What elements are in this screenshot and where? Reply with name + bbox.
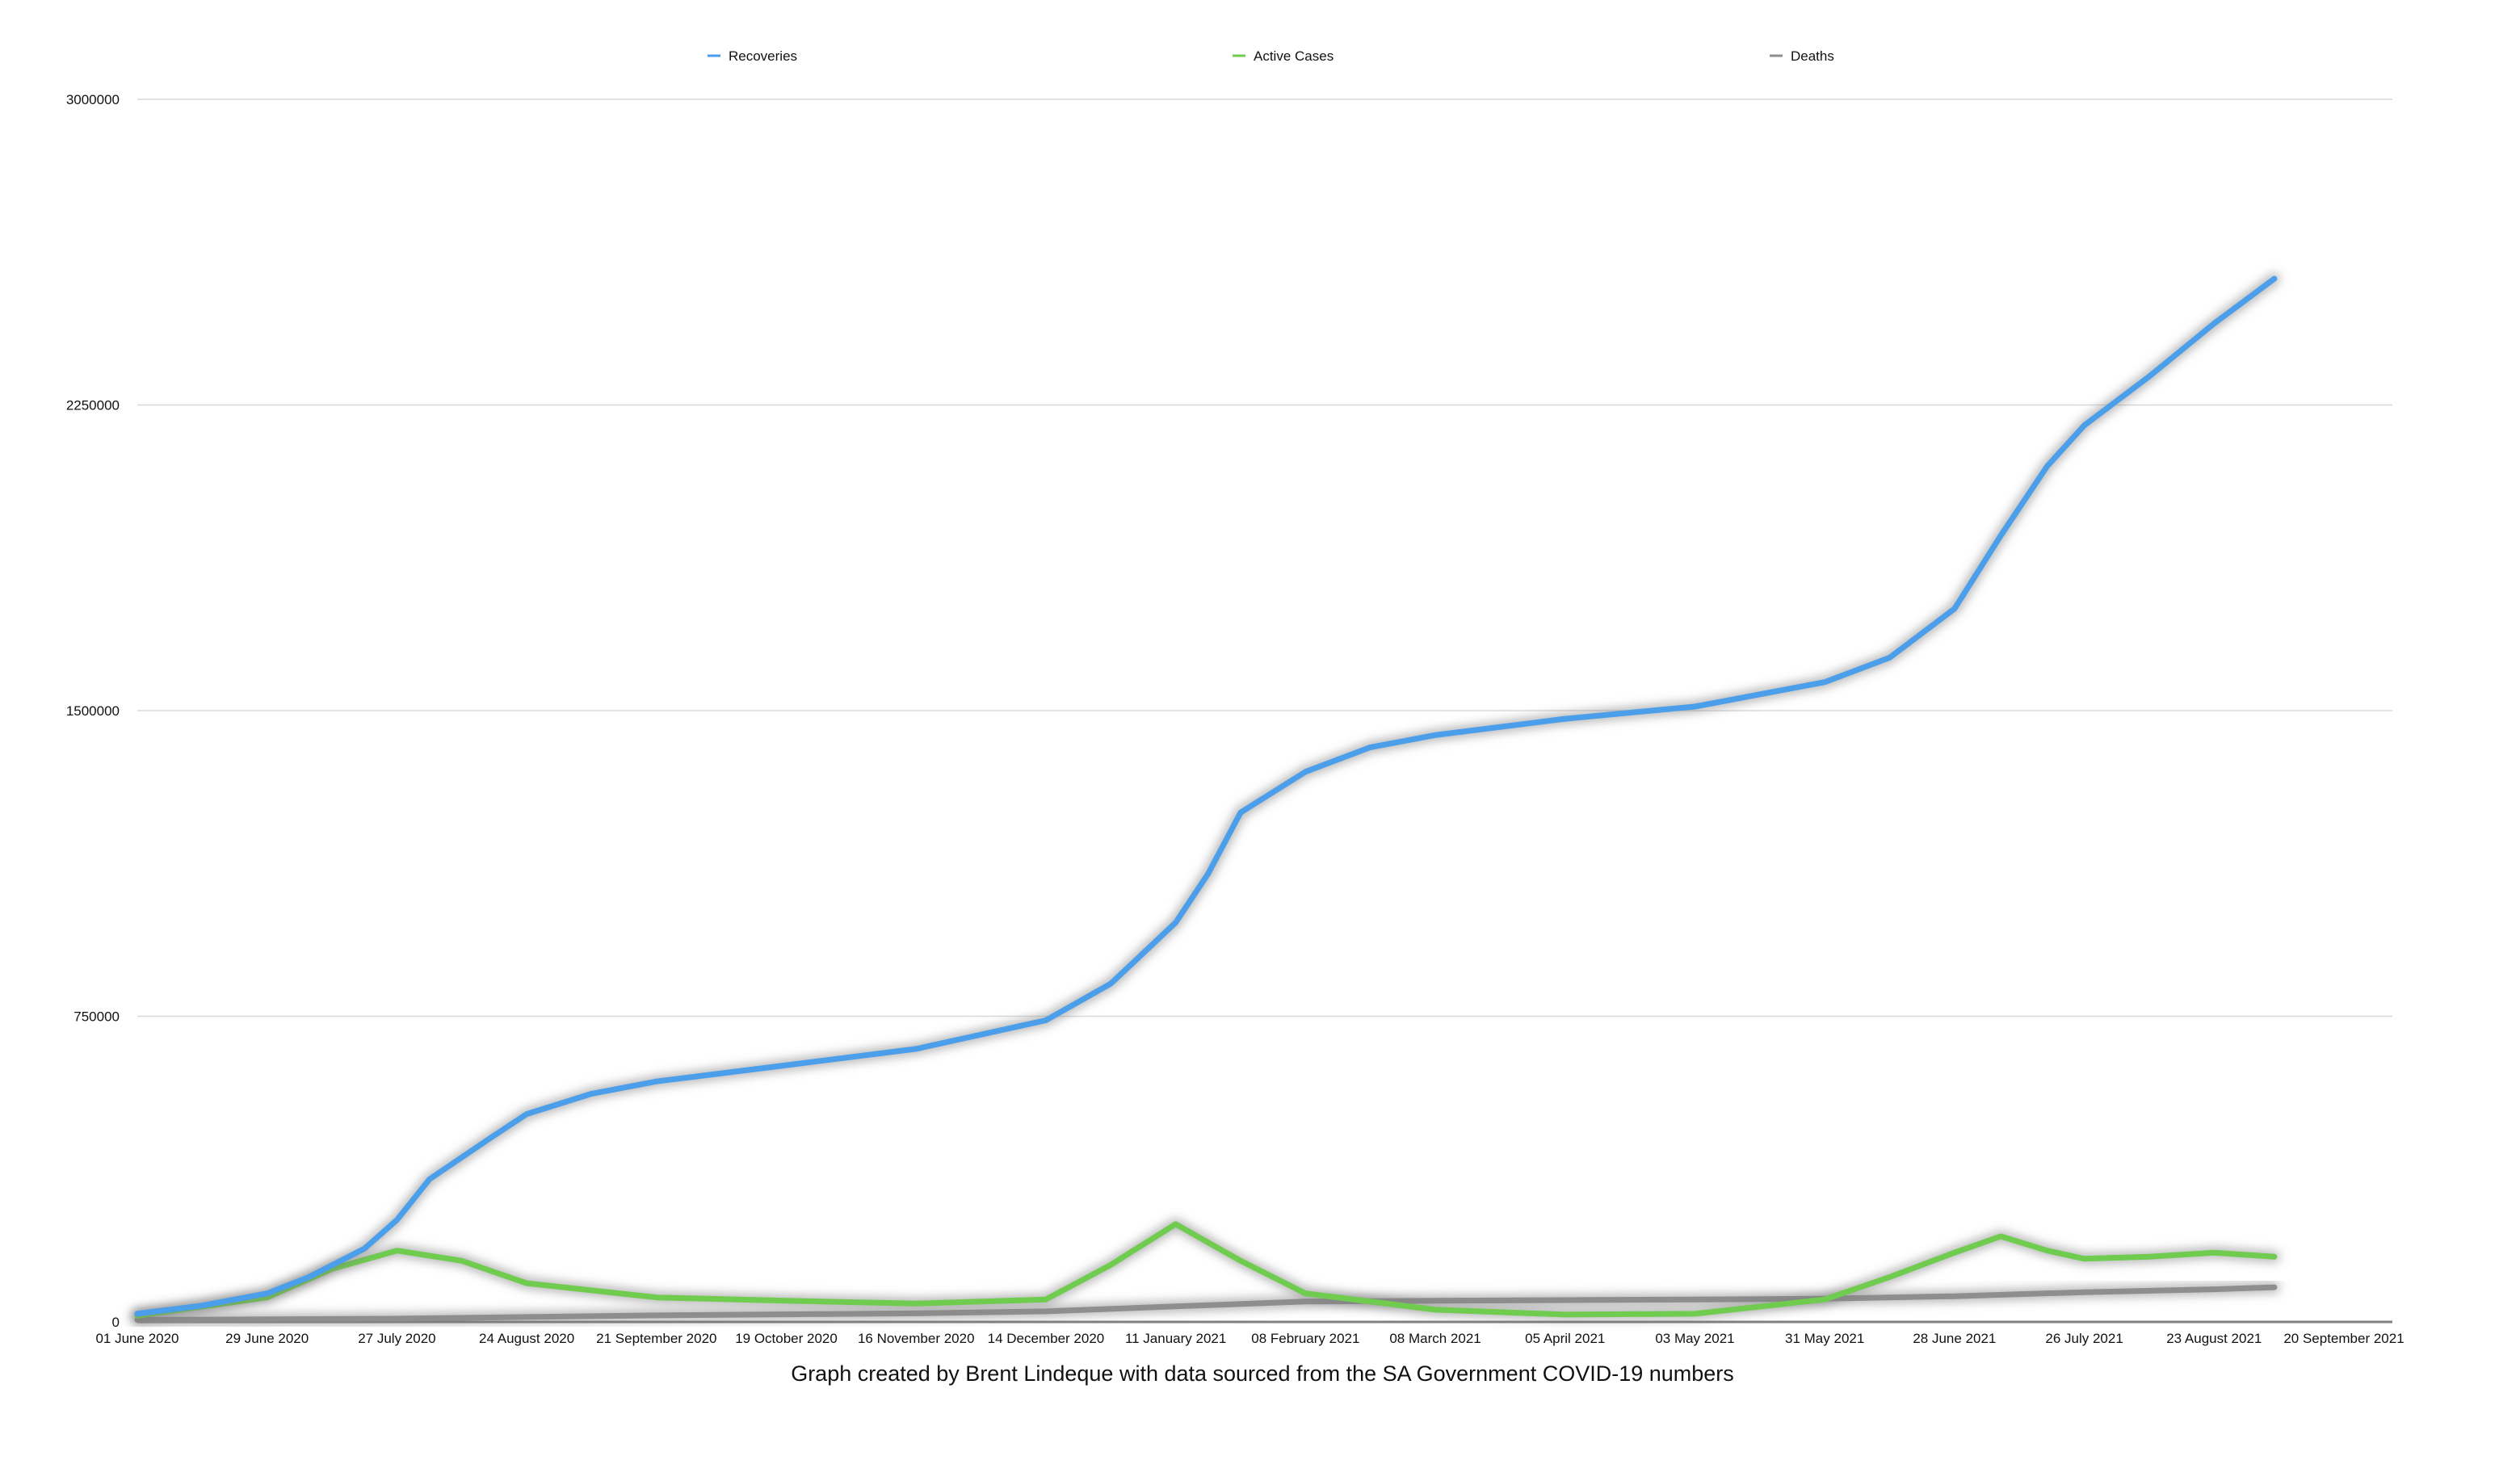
x-tick-label: 05 April 2021 <box>1525 1331 1605 1346</box>
x-tick-label: 31 May 2021 <box>1785 1331 1864 1346</box>
x-tick-label: 29 June 2020 <box>225 1331 309 1346</box>
x-tick-label: 03 May 2021 <box>1655 1331 1734 1346</box>
legend: Recoveries Active Cases Deaths <box>708 48 1834 64</box>
x-tick-label: 28 June 2021 <box>1913 1331 1996 1346</box>
y-tick-label: 750000 <box>74 1009 120 1025</box>
x-tick-label: 26 July 2021 <box>2045 1331 2123 1346</box>
x-tick-label: 11 January 2021 <box>1125 1331 1226 1346</box>
gridlines <box>137 99 2392 1017</box>
x-tick-label: 01 June 2020 <box>95 1331 178 1346</box>
y-axis: 0 750000 1500000 2250000 3000000 <box>66 92 120 1330</box>
x-tick-label: 08 March 2021 <box>1389 1331 1480 1346</box>
legend-item-label: Deaths <box>1791 48 1834 64</box>
x-tick-label: 23 August 2021 <box>2166 1331 2262 1346</box>
y-tick-label: 3000000 <box>66 92 120 107</box>
x-tick-label: 27 July 2020 <box>358 1331 435 1346</box>
x-tick-label: 16 November 2020 <box>858 1331 975 1346</box>
legend-item-label: Active Cases <box>1254 48 1334 64</box>
x-tick-label: 24 August 2020 <box>479 1331 574 1346</box>
chart-caption: Graph created by Brent Lindeque with dat… <box>791 1361 1734 1386</box>
x-tick-label: 21 September 2020 <box>596 1331 716 1346</box>
series-lines <box>132 273 2280 1326</box>
x-tick-label: 08 February 2021 <box>1251 1331 1359 1346</box>
y-tick-label: 2250000 <box>66 398 120 413</box>
y-tick-label: 1500000 <box>66 703 120 719</box>
y-tick-label: 0 <box>112 1315 120 1330</box>
x-tick-label: 19 October 2020 <box>735 1331 838 1346</box>
series-line-recoveries <box>134 275 2278 1317</box>
x-axis: 01 June 2020 29 June 2020 27 July 2020 24 A… <box>95 1320 2404 1346</box>
x-tick-label: 20 September 2021 <box>2283 1331 2404 1346</box>
x-tick-label: 14 December 2020 <box>988 1331 1105 1346</box>
series-line-active-cases <box>134 1221 2278 1319</box>
legend-item-label: Recoveries <box>729 48 797 64</box>
